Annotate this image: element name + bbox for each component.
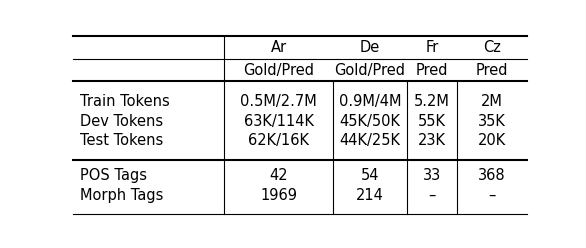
Text: 2M: 2M — [481, 94, 503, 109]
Text: Pred: Pred — [476, 63, 508, 78]
Text: 214: 214 — [356, 188, 384, 203]
Text: –: – — [428, 188, 436, 203]
Text: 0.9M/4M: 0.9M/4M — [339, 94, 401, 109]
Text: 1969: 1969 — [260, 188, 297, 203]
Text: –: – — [488, 188, 496, 203]
Text: 368: 368 — [478, 168, 506, 183]
Text: Gold/Pred: Gold/Pred — [243, 63, 314, 78]
Text: 35K: 35K — [478, 114, 506, 129]
Text: Ar: Ar — [271, 40, 287, 55]
Text: 55K: 55K — [418, 114, 446, 129]
Text: Morph Tags: Morph Tags — [80, 188, 163, 203]
Text: 33: 33 — [423, 168, 441, 183]
Text: Cz: Cz — [483, 40, 501, 55]
Text: 42: 42 — [269, 168, 288, 183]
Text: Gold/Pred: Gold/Pred — [334, 63, 406, 78]
Text: 62K/16K: 62K/16K — [248, 133, 309, 148]
Text: Fr: Fr — [425, 40, 439, 55]
Text: 44K/25K: 44K/25K — [339, 133, 400, 148]
Text: 5.2M: 5.2M — [414, 94, 450, 109]
Text: POS Tags: POS Tags — [80, 168, 147, 183]
Text: De: De — [360, 40, 380, 55]
Text: 54: 54 — [360, 168, 379, 183]
Text: Test Tokens: Test Tokens — [80, 133, 163, 148]
Text: 45K/50K: 45K/50K — [339, 114, 400, 129]
Text: 23K: 23K — [418, 133, 446, 148]
Text: Dev Tokens: Dev Tokens — [80, 114, 163, 129]
Text: 0.5M/2.7M: 0.5M/2.7M — [240, 94, 317, 109]
Text: Pred: Pred — [416, 63, 448, 78]
Text: Train Tokens: Train Tokens — [80, 94, 170, 109]
Text: 20K: 20K — [478, 133, 506, 148]
Text: 63K/114K: 63K/114K — [244, 114, 314, 129]
